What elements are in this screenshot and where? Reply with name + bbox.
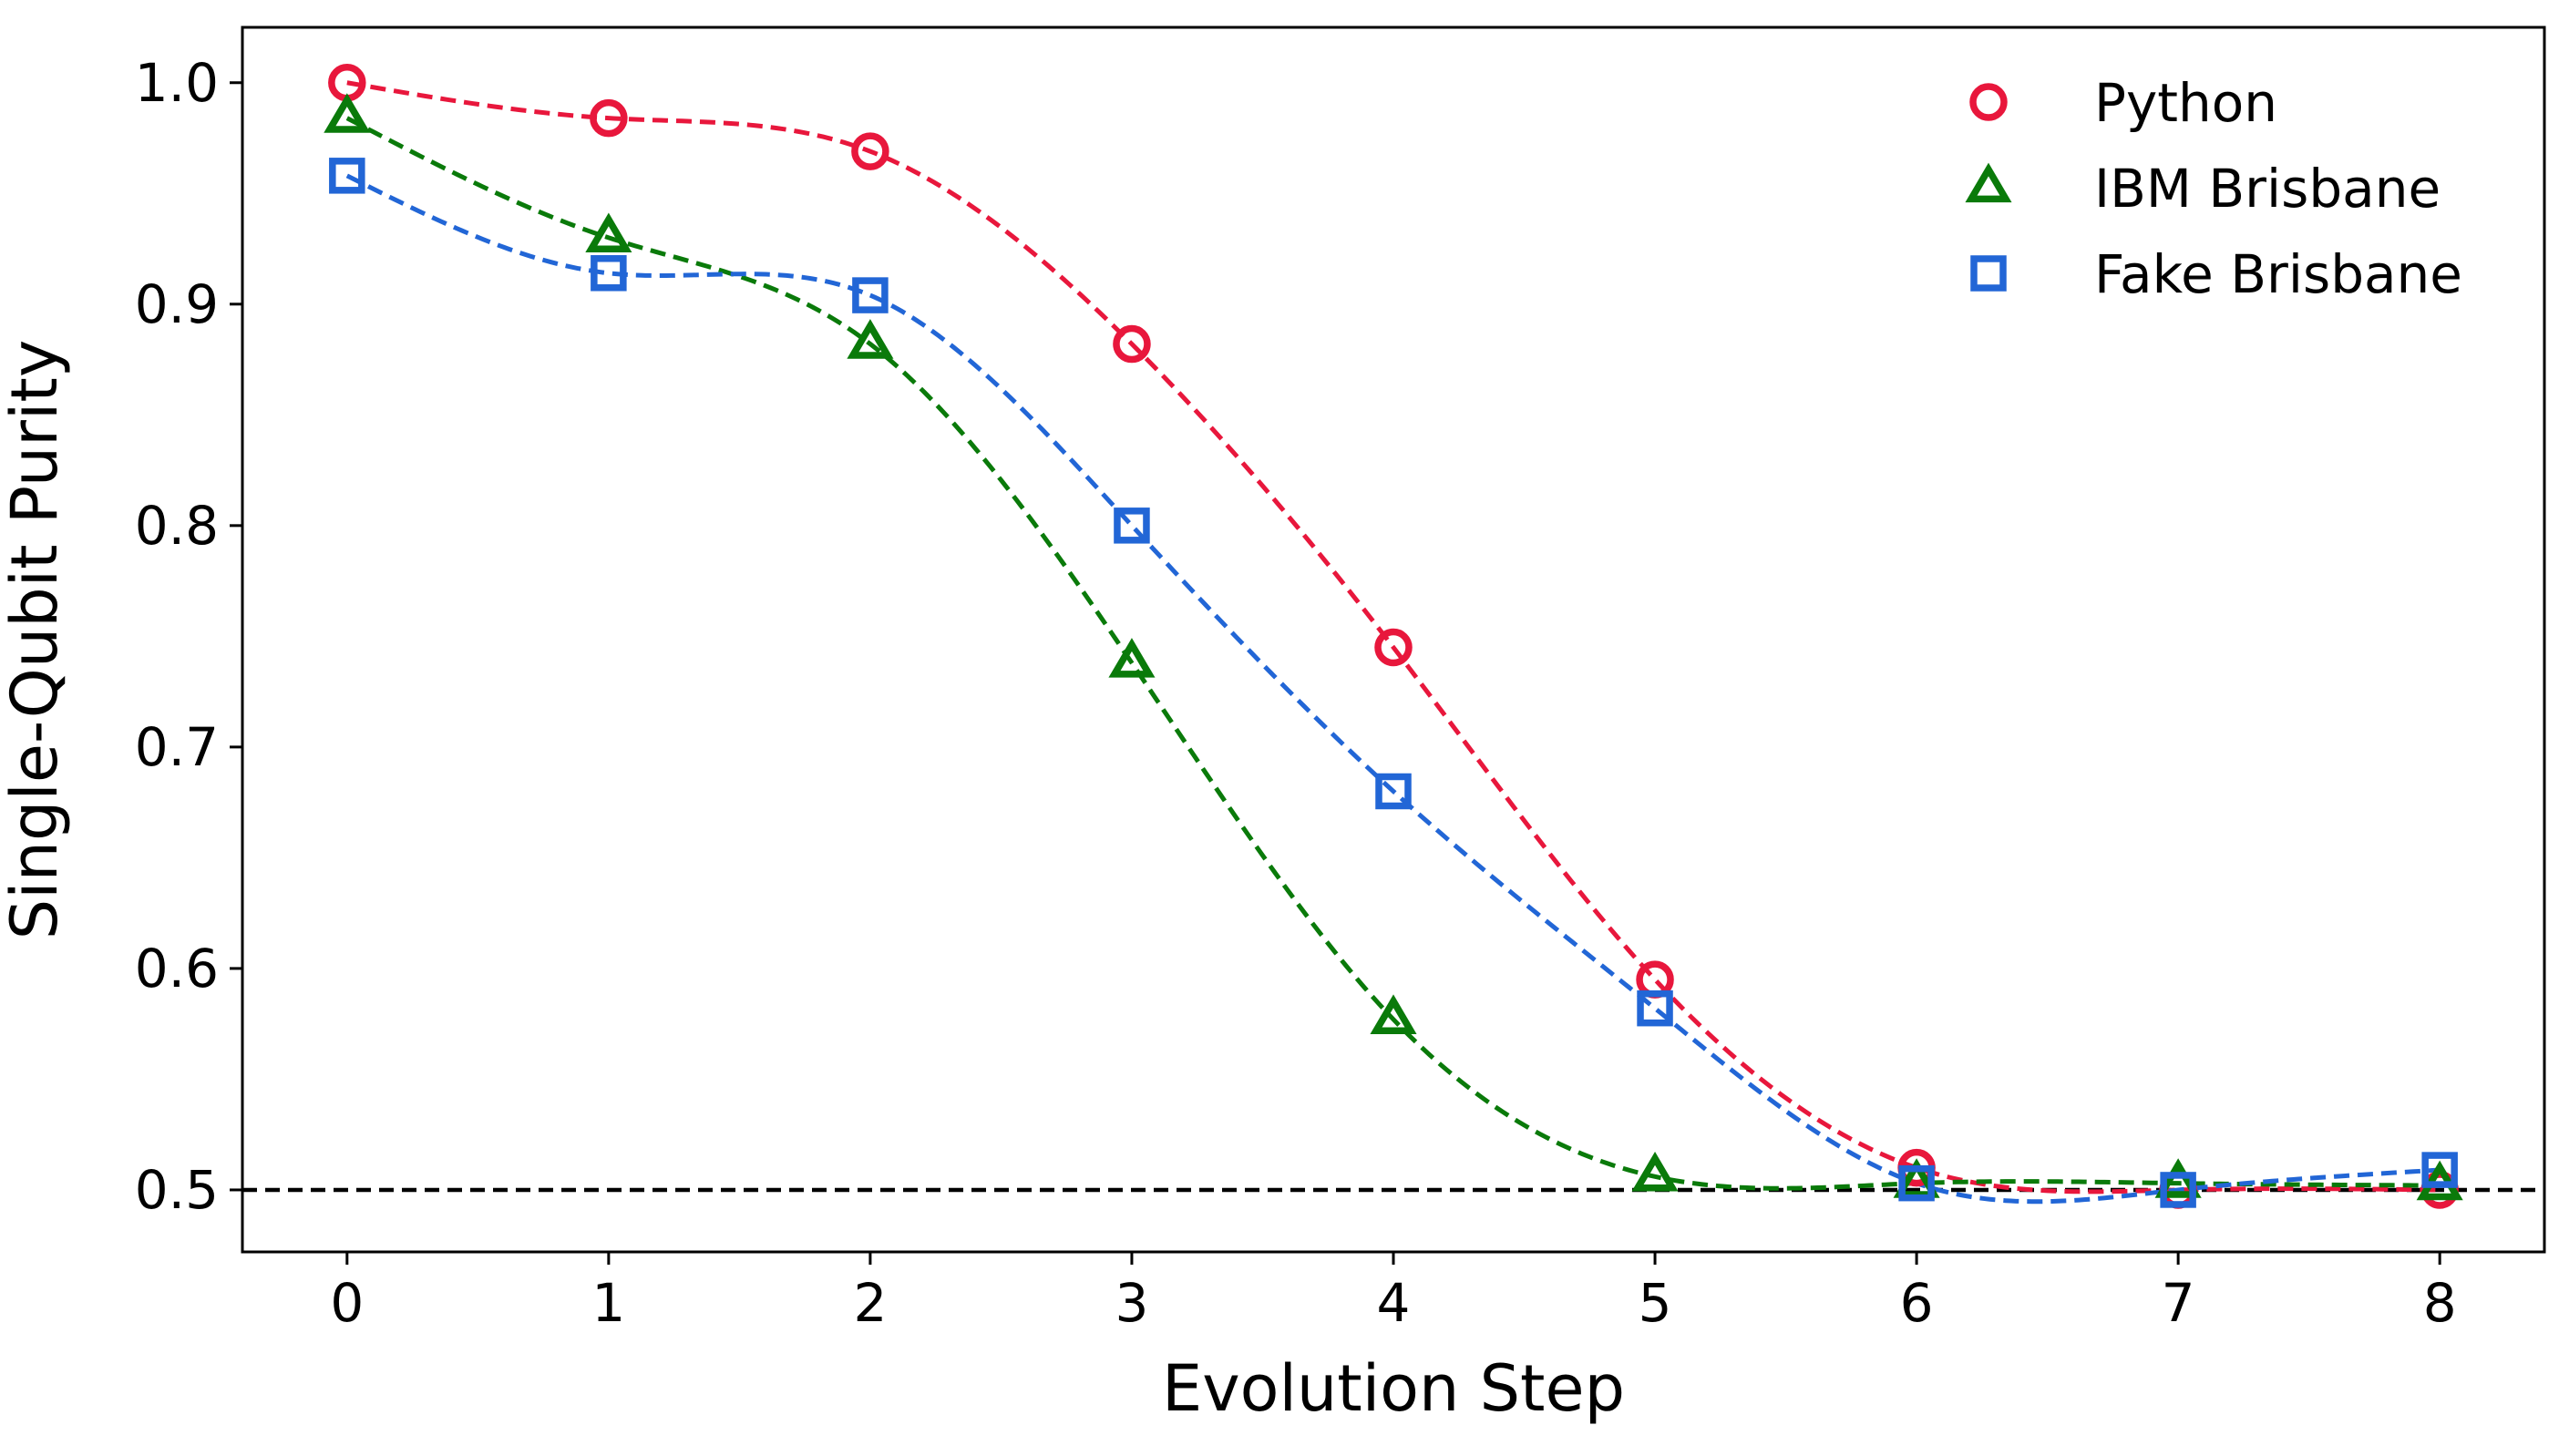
x-axis-label: Evolution Step <box>1162 1351 1625 1426</box>
data-point-ibm-brisbane <box>585 212 632 253</box>
data-point-python <box>590 98 628 138</box>
data-point-fake-brisbane <box>2421 1152 2458 1188</box>
data-point-fake-brisbane <box>591 255 627 292</box>
series-line-fake-brisbane <box>345 173 2441 1205</box>
data-point-ibm-brisbane <box>1370 994 1417 1034</box>
data-point-ibm-brisbane <box>324 93 371 133</box>
data-point-ibm-brisbane <box>847 319 894 359</box>
x-tick-label: 0 <box>330 1272 364 1334</box>
data-point-ibm-brisbane <box>1631 1151 1679 1192</box>
series-line-python <box>346 80 2441 1195</box>
y-tick-label: 0.5 <box>135 1159 219 1221</box>
series-line-ibm-brisbane <box>345 116 2441 1191</box>
legend: Python IBM Brisbane Fake Brisbane <box>1965 72 2462 305</box>
x-tick-label: 7 <box>2162 1272 2195 1334</box>
y-tick-label: 0.7 <box>135 716 219 778</box>
y-tick-label: 0.8 <box>135 495 219 557</box>
x-axis: 0 1 2 3 4 5 6 7 8 <box>330 1252 2457 1334</box>
x-tick-label: 3 <box>1115 1272 1149 1334</box>
data-point-fake-brisbane <box>1637 989 1673 1027</box>
data-point-fake-brisbane <box>2160 1172 2196 1208</box>
legend-marker-fake-brisbane <box>1970 255 2007 292</box>
legend-label-ibm-brisbane: IBM Brisbane <box>2094 158 2441 220</box>
data-point-python <box>1113 324 1151 364</box>
data-point-fake-brisbane <box>329 158 365 194</box>
y-axis-label: Single-Qubit Purity <box>0 340 72 940</box>
data-point-fake-brisbane <box>1114 508 1150 544</box>
y-tick-label: 0.6 <box>135 938 219 1000</box>
y-tick-label: 0.9 <box>135 273 219 335</box>
x-tick-label: 8 <box>2423 1272 2457 1334</box>
y-axis: 0.5 0.6 0.7 0.8 0.9 1.0 <box>135 52 242 1221</box>
legend-label-python: Python <box>2094 72 2277 134</box>
x-tick-label: 4 <box>1377 1272 1411 1334</box>
data-point-fake-brisbane <box>1898 1164 1935 1202</box>
data-point-ibm-brisbane <box>2154 1158 2202 1198</box>
legend-label-fake-brisbane: Fake Brisbane <box>2094 243 2462 305</box>
x-tick-label: 2 <box>853 1272 887 1334</box>
data-point-python <box>1374 628 1413 667</box>
marker-layer <box>324 64 2463 1209</box>
data-point-python <box>851 132 889 170</box>
x-tick-label: 5 <box>1639 1272 1672 1334</box>
x-tick-label: 1 <box>591 1272 625 1334</box>
data-point-fake-brisbane <box>1375 773 1412 810</box>
data-point-fake-brisbane <box>852 277 889 313</box>
y-tick-label: 1.0 <box>135 52 219 114</box>
legend-marker-ibm-brisbane <box>1965 162 2012 203</box>
legend-marker-python <box>1969 83 2008 121</box>
data-point-ibm-brisbane <box>1108 638 1156 678</box>
x-tick-label: 6 <box>1900 1272 1934 1334</box>
